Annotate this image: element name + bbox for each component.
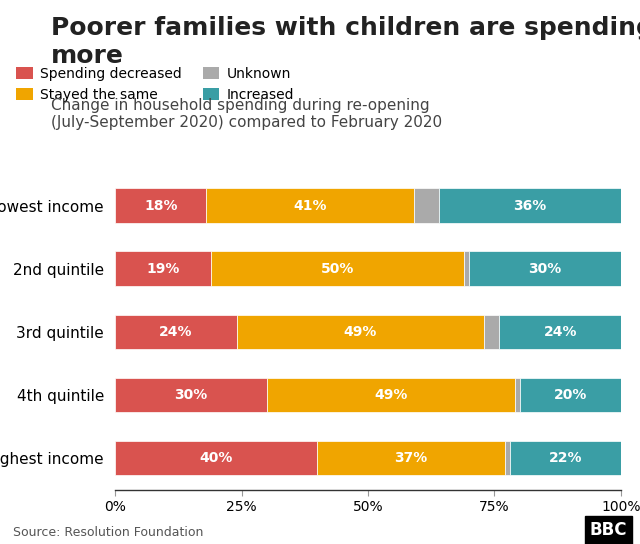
Text: 50%: 50% [321,262,355,276]
Bar [509,441,621,475]
Text: 30%: 30% [529,262,561,276]
Text: 41%: 41% [293,199,326,213]
Text: 22%: 22% [548,451,582,465]
Text: 20%: 20% [554,388,587,402]
Bar [317,441,504,475]
Text: Poorer families with children are spending
more: Poorer families with children are spendi… [51,16,640,68]
Text: 40%: 40% [200,451,233,465]
Bar [499,314,621,349]
Text: 24%: 24% [159,325,193,339]
Bar [515,378,520,412]
Bar [267,378,515,412]
Bar [504,441,509,475]
Text: BBC: BBC [589,521,627,539]
Bar [115,251,211,286]
Bar [115,188,206,223]
Bar [115,441,317,475]
Bar [439,188,621,223]
Text: 18%: 18% [144,199,177,213]
Bar [206,188,413,223]
Bar [115,378,267,412]
Bar [211,251,464,286]
Bar [464,251,469,286]
Bar [115,314,237,349]
Text: 49%: 49% [344,325,377,339]
Legend: Spending decreased, Stayed the same, Unknown, Increased: Spending decreased, Stayed the same, Unk… [11,61,300,107]
Text: 36%: 36% [513,199,547,213]
Text: 37%: 37% [394,451,428,465]
Text: 24%: 24% [543,325,577,339]
Bar [484,314,499,349]
Bar [520,378,621,412]
Bar [413,188,439,223]
Text: Source: Resolution Foundation: Source: Resolution Foundation [13,526,203,539]
Text: BBC: BBC [589,521,627,539]
Bar [469,251,621,286]
Text: 49%: 49% [374,388,408,402]
Text: 19%: 19% [147,262,180,276]
Text: 30%: 30% [175,388,207,402]
Text: Change in household spending during re-opening
(July-September 2020) compared to: Change in household spending during re-o… [51,98,442,131]
Bar [237,314,484,349]
